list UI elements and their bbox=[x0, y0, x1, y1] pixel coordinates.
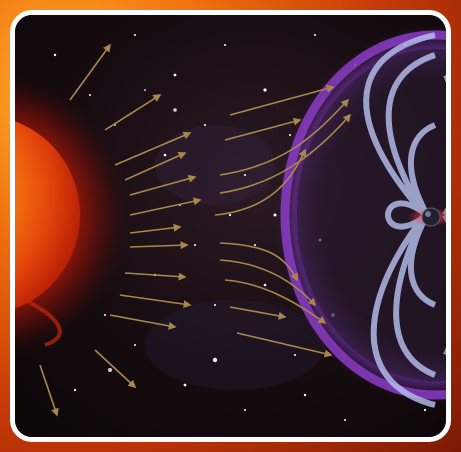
solar-wind-arrows bbox=[39, 43, 352, 417]
sun bbox=[15, 73, 130, 357]
earth bbox=[407, 207, 446, 227]
image-card bbox=[10, 10, 451, 442]
space-illustration bbox=[15, 15, 446, 437]
